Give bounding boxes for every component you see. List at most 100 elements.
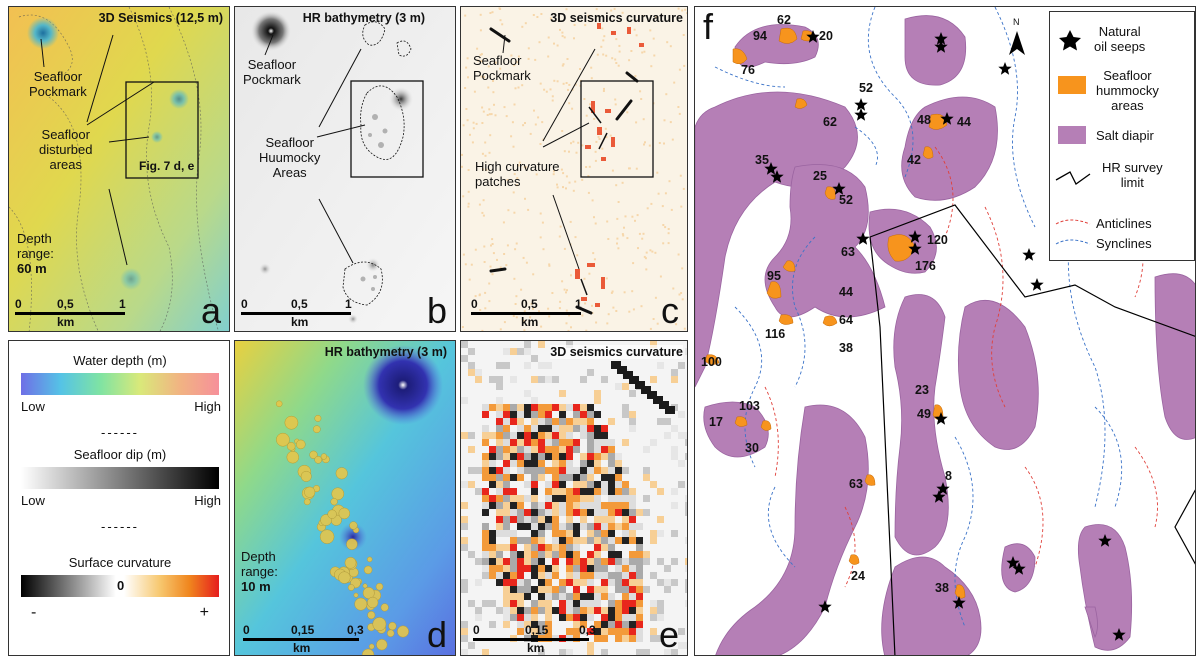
map-label: 35	[755, 153, 769, 167]
map-label: 100	[701, 355, 722, 369]
colorbar-divider-1: ------	[101, 425, 139, 440]
oil-seep-star-icon	[1112, 628, 1126, 641]
colorbar-divider-2: ------	[101, 519, 139, 534]
map-label: 52	[859, 81, 873, 95]
colorbar-dip-high: High	[194, 493, 221, 508]
panel-c-title: 3D seismics curvature	[550, 11, 683, 25]
map-label: 17	[709, 415, 723, 429]
legend-salt-swatch	[1058, 126, 1086, 144]
oil-seep-star-icon	[1022, 248, 1036, 261]
colorbar-curv-minus: -	[31, 604, 37, 621]
oil-seep-star-icon	[998, 62, 1012, 75]
panel-e-3d-curvature: 3D seismics curvature 0 0,15 0,3 km e	[460, 340, 688, 656]
panel-b-hr-bathymetry: HR bathymetry (3 m) Seafloor Pockmark Sea…	[234, 6, 456, 332]
map-label: 64	[839, 313, 853, 327]
oil-seep-star-icon	[832, 182, 846, 195]
colorbar-dip-low: Low	[21, 493, 45, 508]
colorbar-curv	[21, 575, 219, 597]
label-b-pockmark: Seafloor Pockmark	[243, 57, 301, 87]
scale-bar-d: 0 0,15 0,3 km	[243, 623, 364, 655]
label-d-depth-range: Depth range: 10 m	[241, 549, 278, 594]
label-seafloor-disturbed: Seafloor disturbed areas	[39, 127, 93, 172]
panel-a-title: 3D Seismics (12,5 m)	[98, 11, 223, 25]
colorbar-water-low: Low	[21, 399, 45, 414]
map-label: 176	[915, 259, 936, 273]
oil-seep-star-icon	[908, 242, 922, 255]
legend-survey-line	[1055, 171, 1091, 185]
map-label: 8	[945, 469, 952, 483]
legend-synclines-label: Synclines	[1096, 236, 1152, 251]
oil-seep-star-icon	[806, 30, 820, 43]
oil-seep-star-icon	[934, 412, 948, 425]
scale-bar-c: 0 0,5 1 km	[471, 297, 582, 329]
colorbar-legend: Water depth (m) Low High ------ Seafloor…	[8, 340, 230, 656]
legend-syncline-line	[1055, 239, 1091, 245]
map-label: 63	[841, 245, 855, 259]
colorbar-curv-zero: 0	[117, 578, 125, 593]
scale-bar-a: 0 0,5 1 km	[15, 297, 126, 329]
label-c-high-curvature: High curvature patches	[475, 159, 560, 189]
panel-c-3d-curvature: 3D seismics curvature Seafloor Pockmark H…	[460, 6, 688, 332]
colorbar-dip	[21, 467, 219, 489]
oil-seep-star-icon	[1030, 278, 1044, 291]
oil-seep-star-icon	[770, 170, 784, 183]
label-seafloor-pockmark: Seafloor Pockmark	[29, 69, 87, 99]
fig7-inset-box	[125, 81, 199, 179]
map-label: 48	[917, 113, 931, 127]
map-label: 95	[767, 269, 781, 283]
label-depth-range: Depth range: 60 m	[17, 231, 54, 276]
panel-letter-b: b	[426, 290, 447, 331]
oil-seep-star-icon	[856, 232, 870, 245]
oil-seep-star-icon	[940, 112, 954, 125]
label-c-pockmark: Seafloor Pockmark	[473, 53, 531, 83]
legend-anticlines-label: Anticlines	[1096, 216, 1152, 231]
map-label: 49	[917, 407, 931, 421]
north-arrow-icon	[1009, 31, 1025, 55]
colorbar-water	[21, 373, 219, 395]
north-label: N	[1013, 17, 1020, 27]
oil-seep-star-icon	[764, 162, 778, 175]
oil-seep-star-icon	[908, 230, 922, 243]
oil-seep-star-icon	[952, 596, 966, 609]
panel-b-background	[235, 7, 455, 331]
panel-a-3d-seismics: 3D Seismics (12,5 m) Seafloor Pockmark Se…	[8, 6, 230, 332]
panel-c-background	[461, 7, 687, 331]
legend-hummocky-label: Seafloor hummocky areas	[1096, 68, 1159, 113]
panel-letter-e: e	[658, 614, 679, 655]
oil-seep-star-icon	[932, 490, 946, 503]
map-label: 42	[907, 153, 921, 167]
panel-e-title: 3D seismics curvature	[550, 345, 683, 359]
salt-diapirs	[695, 15, 1195, 655]
panel-d-title: HR bathymetry (3 m)	[324, 345, 447, 359]
oil-seep-star-icon	[1006, 556, 1020, 569]
panel-d-background	[235, 341, 455, 655]
legend-anticline-line	[1055, 219, 1091, 225]
map-label: 38	[839, 341, 853, 355]
label-b-hummocky: Seafloor Huumocky Areas	[259, 135, 321, 180]
map-label: 38	[935, 581, 949, 595]
panel-letter-a: a	[200, 290, 221, 331]
scale-bar-e: 0 0,15 0,3 km	[473, 623, 596, 655]
legend-salt-label: Salt diapir	[1096, 128, 1154, 143]
oil-seep-star-icon	[818, 600, 832, 613]
colorbar-water-high: High	[194, 399, 221, 414]
map-label: 76	[741, 63, 755, 77]
oil-seep-star-icon	[1098, 534, 1112, 547]
map-label: 94	[753, 29, 767, 43]
oil-seep-star-icon	[934, 32, 948, 45]
panel-f-map: N f 62 94 20 76 52 62 48 44 42 35 25 52 120 176 63 95 44…	[694, 6, 1196, 656]
legend-survey-label: HR survey limit	[1102, 160, 1163, 190]
panel-b-title: HR bathymetry (3 m)	[302, 11, 425, 25]
inset-box-c	[580, 80, 654, 178]
map-label: 116	[765, 327, 786, 341]
colorbar-water-title: Water depth (m)	[73, 353, 167, 368]
panel-a-background	[9, 7, 229, 331]
map-label: 23	[915, 383, 929, 397]
map-label: 63	[849, 477, 863, 491]
legend-seep-star-icon	[1059, 30, 1081, 51]
colorbar-curv-plus: +	[199, 604, 209, 621]
legend-seeps-label: Natural oil seeps	[1094, 24, 1146, 54]
map-label: 25	[813, 169, 827, 183]
map-label: 44	[957, 115, 971, 129]
oil-seep-star-icon	[854, 108, 868, 121]
